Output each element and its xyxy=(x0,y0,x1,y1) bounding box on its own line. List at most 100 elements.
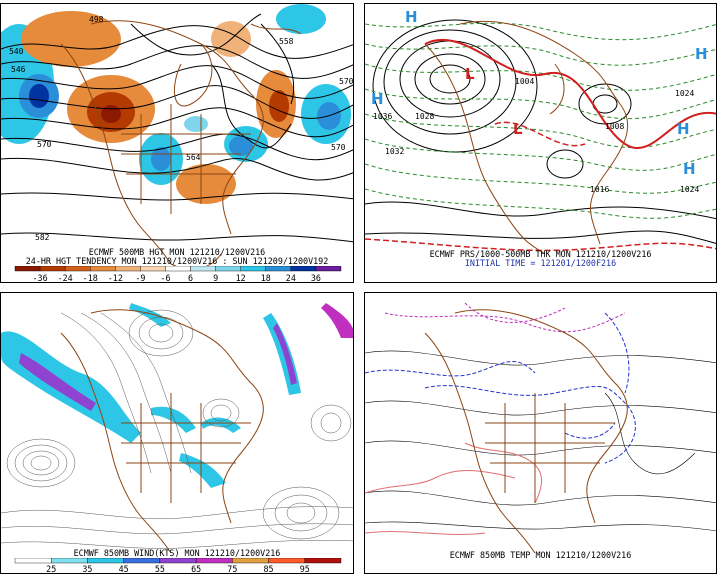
pressure-label: 1016 xyxy=(590,185,609,194)
low-markers: L L xyxy=(465,65,523,138)
streamlines xyxy=(1,309,353,549)
contour-label: 582 xyxy=(35,233,50,242)
colorbar-swatch xyxy=(14,266,41,272)
colorbar-label: -9 xyxy=(135,273,145,283)
colorbar-swatch xyxy=(64,266,91,272)
colorbar-swatch xyxy=(215,266,241,272)
high-pressure-marker: H xyxy=(677,120,690,138)
contour-label: 570 xyxy=(339,77,354,86)
colorbar-label: 45 xyxy=(119,564,129,574)
panel-title: ECMWF 850MB TEMP MON 121210/1200V216 xyxy=(449,550,632,560)
map-mslp-thickness: 1028 1032 1024 1016 1024 1004 1036 1008 … xyxy=(365,8,716,255)
colorbar-swatch xyxy=(190,266,216,272)
pressure-label: 1004 xyxy=(515,77,534,86)
tendency-shading xyxy=(1,4,351,204)
high-markers: H H H H H xyxy=(371,8,708,178)
colorbar-label: 95 xyxy=(300,564,310,574)
colorbar-label: 36 xyxy=(311,273,321,283)
warm-thickness xyxy=(365,121,716,252)
colorbar-label: 24 xyxy=(286,273,296,283)
colorbar-swatch xyxy=(39,266,66,272)
panel-title: ECMWF 850MB WIND(KTS) MON 121210/1200V21… xyxy=(73,548,281,558)
colorbar-label: 85 xyxy=(264,564,274,574)
contour-label: 570 xyxy=(37,140,52,149)
colorbar-label: 25 xyxy=(46,564,56,574)
panel-500mb-height: 498 540 546 570 582 558 570 570 564 ECMW… xyxy=(0,3,354,283)
pressure-label: 1024 xyxy=(680,185,699,194)
high-pressure-marker: H xyxy=(683,160,696,178)
wind-shading xyxy=(1,303,353,488)
colorbar-swatch xyxy=(51,558,88,564)
colorbar-swatch xyxy=(195,558,233,564)
map-850mb-temp xyxy=(365,302,716,554)
colorbar-swatch xyxy=(87,558,124,564)
pressure-label: 1036 xyxy=(373,112,392,121)
panel-mslp-thickness: 1028 1032 1024 1016 1024 1004 1036 1008 … xyxy=(364,3,717,283)
colorbar-label: -12 xyxy=(108,273,123,283)
frontal-line xyxy=(424,38,716,150)
isobars xyxy=(365,19,716,244)
contour-label: 540 xyxy=(9,47,24,56)
colorbar-label: -18 xyxy=(83,273,98,283)
colorbar-swatch xyxy=(115,266,141,272)
colorbar-label: 9 xyxy=(213,273,218,283)
colorbar-swatch xyxy=(290,266,317,272)
panel-subtitle: 24-HR HGT TENDENCY MON 121210/1200V216 :… xyxy=(25,256,329,266)
pressure-label: 1024 xyxy=(675,89,694,98)
colorbar-swatch xyxy=(232,558,269,564)
contour-label: 564 xyxy=(186,153,201,162)
high-pressure-marker: H xyxy=(405,8,418,26)
temperature-contours xyxy=(365,350,716,532)
contour-label: 498 xyxy=(89,15,104,24)
coastlines xyxy=(60,20,302,270)
colorbar-label: -36 xyxy=(33,273,48,283)
colorbar-label: 6 xyxy=(188,273,193,283)
colorbar-swatch xyxy=(90,266,116,272)
colorbar-swatch xyxy=(165,266,191,272)
colorbar-swatch xyxy=(123,558,161,564)
contour-label: 558 xyxy=(279,37,294,46)
high-pressure-marker: H xyxy=(371,90,384,108)
colorbar-label: 35 xyxy=(82,564,92,574)
colorbar-swatch xyxy=(304,558,342,564)
coastlines xyxy=(424,20,629,255)
panel-850mb-wind: ECMWF 850MB WIND(KTS) MON 121210/1200V21… xyxy=(0,292,354,574)
pressure-label: 1008 xyxy=(605,122,624,131)
contour-label: 570 xyxy=(331,143,346,152)
high-pressure-marker: H xyxy=(695,45,708,63)
low-pressure-marker: L xyxy=(513,120,523,138)
panel-title: ECMWF 500MB HGT MON 121210/1200V216 xyxy=(88,247,266,257)
height-contours xyxy=(1,13,353,243)
pressure-label: 1028 xyxy=(415,112,434,121)
panel-850mb-temp: ECMWF 850MB TEMP MON 121210/1200V216 xyxy=(364,292,717,574)
contour-label: 546 xyxy=(11,65,26,74)
colorbar-label: 12 xyxy=(236,273,246,283)
tendency-colorbar: -36 -24 -18 -12 -9 -6 6 9 12 18 24 36 xyxy=(14,266,342,283)
cold-contours xyxy=(384,302,626,333)
coastlines xyxy=(424,309,628,554)
wind-colorbar: 25 35 45 55 65 75 85 95 xyxy=(14,558,342,574)
thickness-contours xyxy=(365,22,716,219)
colorbar-label: 65 xyxy=(191,564,201,574)
colorbar-swatch xyxy=(268,558,305,564)
contour-labels: 498 540 546 570 582 558 570 570 564 xyxy=(9,15,354,242)
colorbar-label: 75 xyxy=(227,564,237,574)
colorbar-swatch xyxy=(159,558,197,564)
freezing-contours xyxy=(365,312,636,464)
warm-contours xyxy=(365,442,543,535)
colorbar-swatch xyxy=(265,266,292,272)
colorbar-swatch xyxy=(140,266,166,272)
colorbar-label: 18 xyxy=(261,273,271,283)
pressure-labels: 1028 1032 1024 1016 1024 1004 1036 1008 xyxy=(373,77,699,194)
colorbar-swatch xyxy=(240,266,266,272)
map-850mb-wind xyxy=(1,303,353,554)
coastlines xyxy=(60,309,264,554)
pressure-label: 1032 xyxy=(385,147,404,156)
map-500mb-height: 498 540 546 570 582 558 570 570 564 xyxy=(1,4,354,270)
initial-time: INITIAL TIME = 121201/1200F216 xyxy=(464,258,617,268)
colorbar-swatch xyxy=(315,266,342,272)
colorbar-label: -6 xyxy=(160,273,170,283)
colorbar-swatch xyxy=(14,558,52,564)
colorbar-label: -24 xyxy=(58,273,73,283)
colorbar-label: 55 xyxy=(155,564,165,574)
